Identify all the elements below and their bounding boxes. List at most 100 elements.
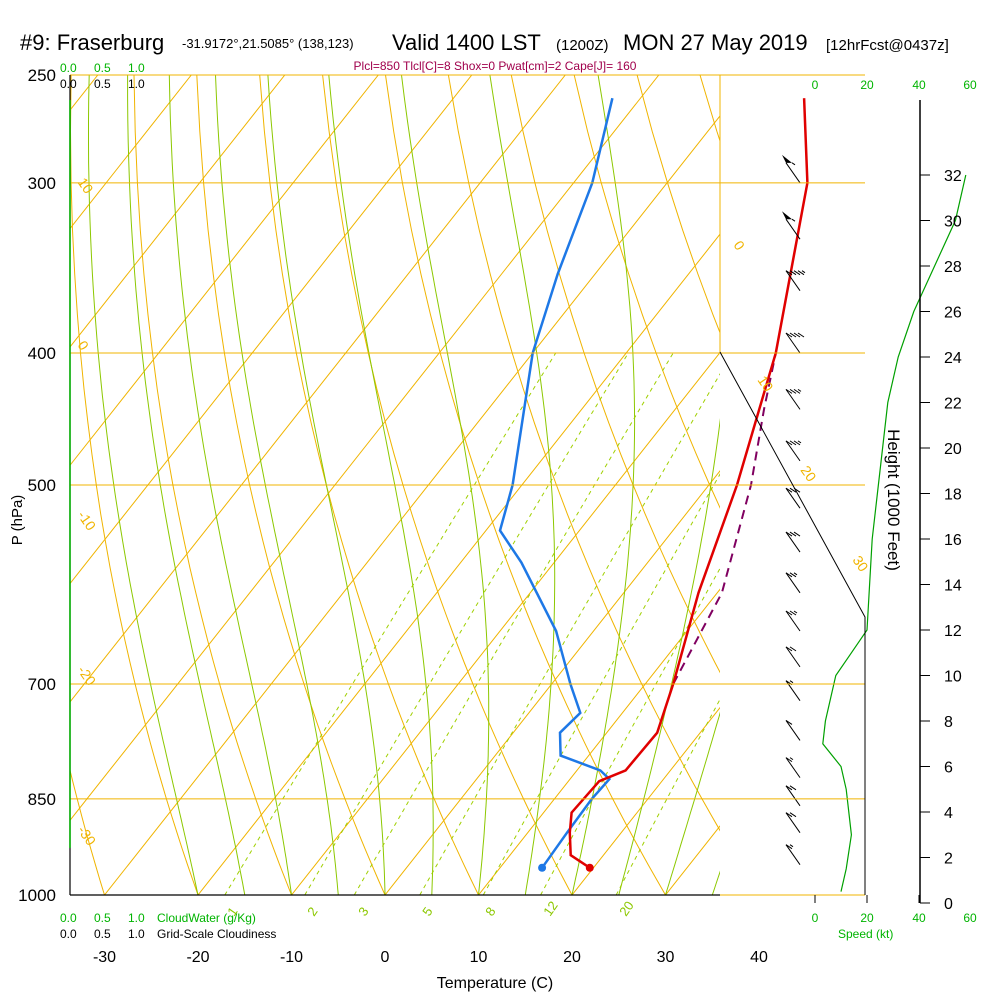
speed-top-60: 60 bbox=[963, 78, 977, 92]
height-tick-label: 8 bbox=[944, 714, 953, 731]
isotherm-line bbox=[70, 75, 379, 467]
forecast-info: [12hrFcst@0437z] bbox=[826, 37, 949, 54]
mixing-ratio-line bbox=[419, 373, 720, 895]
wind-barb bbox=[785, 719, 801, 741]
height-axis-title: Height (1000 Feet) bbox=[884, 429, 903, 571]
barb-full bbox=[789, 572, 797, 578]
barb-full bbox=[785, 812, 793, 818]
cloud-bot-g2: 1.0 bbox=[128, 911, 145, 925]
barb-full bbox=[785, 757, 793, 763]
cloud-top-b0: 0.0 bbox=[60, 77, 77, 91]
wind-panel bbox=[782, 154, 967, 892]
dry-adiabat bbox=[0, 75, 11, 895]
wind-barb bbox=[785, 270, 806, 291]
barb-staff bbox=[785, 440, 801, 462]
height-tick-label: 26 bbox=[944, 305, 962, 322]
barb-full bbox=[789, 440, 797, 446]
height-tick-label: 18 bbox=[944, 487, 962, 504]
moist-adiabat bbox=[267, 75, 386, 895]
barb-half bbox=[789, 757, 794, 761]
height-tick-label: 22 bbox=[944, 396, 962, 413]
barb-full bbox=[785, 719, 793, 725]
barb-full bbox=[785, 572, 793, 578]
barb-half bbox=[789, 680, 794, 684]
y-axis-title: P (hPa) bbox=[9, 495, 26, 546]
dry-adiabat bbox=[259, 75, 479, 895]
moist-adiabat bbox=[328, 75, 434, 895]
barb-full bbox=[793, 440, 801, 446]
pressure-tick-label: 700 bbox=[28, 675, 56, 694]
barb-half bbox=[797, 440, 802, 444]
cloud-top-b1: 0.5 bbox=[94, 77, 111, 91]
barb-half bbox=[789, 844, 794, 848]
moist-adiabat bbox=[571, 75, 636, 895]
mixing-ratio-line bbox=[353, 352, 674, 895]
barb-full bbox=[789, 812, 797, 818]
height-tick-label: 24 bbox=[944, 350, 962, 367]
barb-full bbox=[793, 270, 801, 276]
temperature-curve bbox=[568, 98, 809, 869]
speed-top-20: 20 bbox=[860, 78, 874, 92]
barb-staff bbox=[785, 572, 801, 594]
parcel-params: Plcl=850 Tlcl[C]=8 Shox=0 Pwat[cm]=2 Cap… bbox=[354, 59, 637, 73]
barb-pennant bbox=[782, 211, 792, 220]
cloud-bot-g0: 0.0 bbox=[60, 911, 77, 925]
wind-barb bbox=[785, 531, 801, 553]
isotherm-label: -10 bbox=[75, 508, 100, 534]
cloud-bot-b2: 1.0 bbox=[128, 927, 145, 941]
wind-barb bbox=[785, 487, 801, 509]
barb-full bbox=[789, 270, 797, 276]
station-coords: -31.9172°,21.5085° (138,123) bbox=[182, 36, 354, 51]
valid-time: Valid 1400 LST bbox=[392, 30, 541, 55]
dry-adiabat bbox=[952, 75, 1000, 895]
moist-adiabat bbox=[401, 75, 490, 895]
barb-full bbox=[785, 388, 793, 394]
isotherm-label: 0 bbox=[731, 238, 749, 254]
barb-full bbox=[789, 646, 797, 652]
barb-full bbox=[793, 332, 801, 338]
wind-barb bbox=[785, 785, 801, 807]
mixing-ratio-label: 5 bbox=[419, 904, 435, 919]
height-tick-label: 6 bbox=[944, 760, 953, 777]
cloud-top-g1: 0.5 bbox=[94, 61, 111, 75]
isotherm-label: 20 bbox=[798, 463, 820, 485]
barb-full bbox=[785, 785, 793, 791]
temperature-tick-label: 20 bbox=[563, 949, 581, 966]
cloud-bot-b0: 0.0 bbox=[60, 927, 77, 941]
speed-bot-60: 60 bbox=[963, 911, 977, 925]
moist-adiabat bbox=[127, 75, 246, 895]
moist-adiabat bbox=[215, 75, 339, 895]
height-tick-label: 0 bbox=[944, 896, 953, 913]
barb-half bbox=[791, 218, 796, 222]
mixing-ratio-label: 8 bbox=[482, 904, 498, 919]
wind-barb bbox=[785, 646, 801, 668]
cloudwater-label: CloudWater (g/Kg) bbox=[157, 911, 256, 925]
temperature-tick-label: 0 bbox=[381, 949, 390, 966]
pressure-tick-label: 850 bbox=[28, 790, 56, 809]
height-tick-label: 10 bbox=[944, 669, 962, 686]
wind-barb bbox=[785, 440, 802, 462]
barb-pennant bbox=[782, 154, 792, 163]
wind-barb bbox=[785, 332, 805, 354]
height-tick-label: 4 bbox=[944, 805, 953, 822]
forecast-date: MON 27 May 2019 bbox=[623, 30, 808, 55]
hodo-frame bbox=[719, 351, 866, 895]
mixing-ratio-label: 2 bbox=[304, 904, 320, 919]
moist-adiabat bbox=[665, 711, 720, 895]
barb-staff bbox=[785, 332, 801, 354]
barb-full bbox=[789, 487, 797, 493]
mixing-ratio-label: 20 bbox=[616, 898, 637, 918]
speed-bot-20: 20 bbox=[860, 911, 874, 925]
temperature-tick-label: -20 bbox=[186, 949, 209, 966]
speed-bot-40: 40 bbox=[912, 911, 926, 925]
wind-barb bbox=[785, 844, 801, 865]
barb-staff bbox=[785, 218, 801, 240]
mixing-ratio-line bbox=[304, 352, 629, 895]
dry-adiabat bbox=[636, 75, 720, 334]
moist-adiabat bbox=[618, 417, 720, 895]
barb-half bbox=[793, 572, 798, 576]
moist-adiabat bbox=[168, 75, 292, 895]
barb-half bbox=[801, 270, 806, 274]
zulu-time: (1200Z) bbox=[556, 37, 609, 54]
